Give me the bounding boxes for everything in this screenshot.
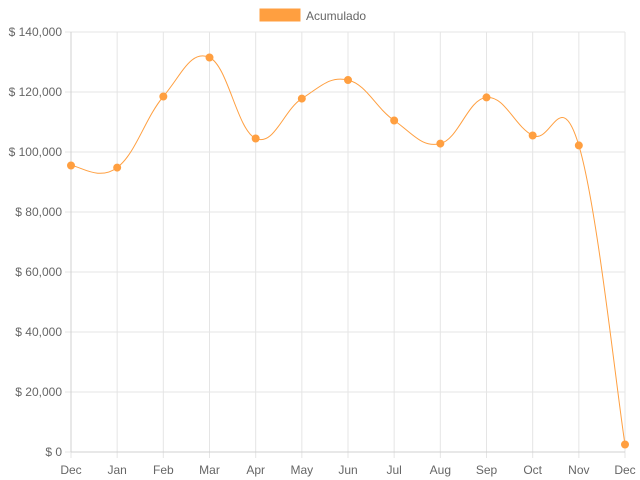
data-point-0 [67, 161, 75, 170]
y-tick-label: $ 80,000 [15, 205, 62, 219]
data-point-12 [621, 440, 629, 449]
x-tick-label: Dec [614, 463, 635, 477]
x-tick-label: Jun [338, 463, 357, 477]
data-point-9 [482, 93, 491, 102]
x-tick-label: Mar [199, 463, 220, 477]
y-tick-label: $ 140,000 [9, 25, 63, 39]
x-tick-label: Sep [476, 463, 498, 477]
data-point-10 [528, 131, 537, 140]
y-tick-label: $ 20,000 [15, 385, 62, 399]
x-tick-label: Dec [60, 463, 81, 477]
chart-grid [71, 31, 626, 452]
data-point-3 [205, 53, 214, 62]
data-point-4 [251, 134, 260, 143]
y-tick-label: $ 0 [45, 445, 62, 459]
data-point-7 [390, 116, 399, 125]
x-tick-label: Apr [246, 463, 265, 477]
legend[interactable]: Acumulado [259, 8, 366, 23]
chart-axes [65, 31, 626, 458]
y-tick-label: $ 100,000 [9, 145, 63, 159]
legend-label[interactable]: Acumulado [306, 9, 366, 23]
x-tick-label: Jul [386, 463, 401, 477]
y-axis-tick-labels: $ 0 $ 20,000 $ 40,000 $ 60,000 $ 80,000 $ 100… [9, 25, 63, 459]
y-tick-label: $ 40,000 [15, 325, 62, 339]
data-point-5 [297, 94, 306, 103]
data-point-2 [159, 92, 168, 101]
x-axis-tick-labels: Dec Jan Feb Mar Apr May Jun Jul Aug Sep Oct Nov Dec [60, 463, 635, 477]
chart-series [67, 53, 629, 449]
x-tick-label: Feb [153, 463, 174, 477]
data-point-1 [113, 163, 122, 172]
x-tick-label: Oct [523, 463, 542, 477]
legend-swatch[interactable] [259, 8, 301, 22]
data-point-6 [344, 76, 352, 84]
x-tick-label: Aug [430, 463, 451, 477]
x-tick-label: Nov [568, 463, 589, 477]
x-tick-label: Jan [107, 463, 126, 477]
data-point-8 [436, 139, 445, 148]
x-tick-label: May [290, 463, 313, 477]
data-point-11 [574, 141, 583, 150]
y-tick-label: $ 60,000 [15, 265, 62, 279]
series-line-acumulado [70, 55, 626, 445]
y-tick-label: $ 120,000 [9, 85, 63, 99]
